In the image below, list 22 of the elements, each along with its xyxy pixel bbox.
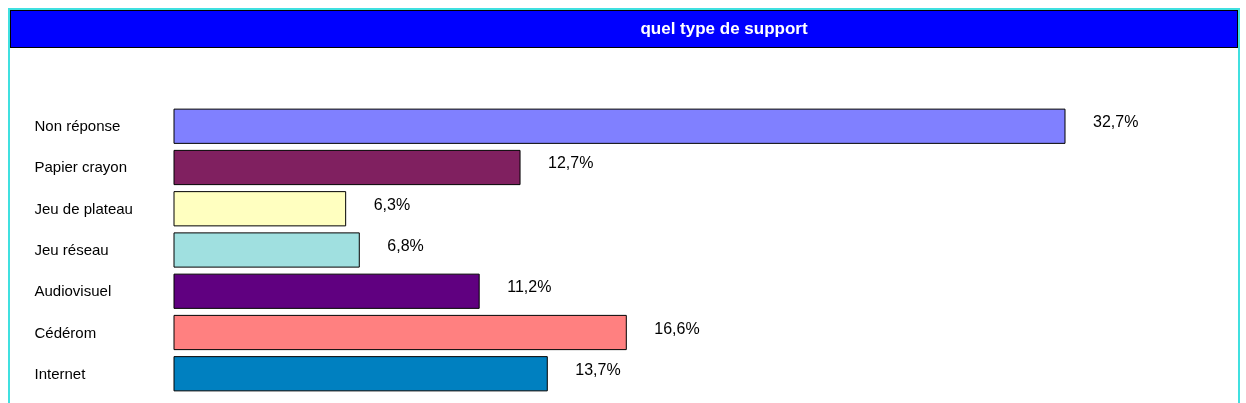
y-tick-label: Non réponse [34,117,121,135]
bar [173,273,480,309]
y-tick-label: Internet [34,364,87,382]
bar [173,108,1066,144]
data-label: 12,7% [548,154,594,172]
data-label: 6,3% [373,195,411,213]
data-label: 11,2% [507,278,552,296]
y-tick-label: Jeu de plateau [34,199,133,217]
y-tick-label: Audiovisuel [34,282,112,300]
bar [173,191,347,227]
y-tick-label: Jeu réseau [34,241,109,258]
bar [173,314,627,351]
data-label: 32,7% [1093,113,1139,131]
y-tick-label: Cédérom [34,323,97,341]
bar [173,356,548,392]
y-tick-label: Papier crayon [34,158,128,176]
data-label: 16,6% [654,319,700,337]
chart-title: quel type de support [10,10,1238,48]
bar [173,149,521,186]
bar [173,232,360,268]
data-label: 13,7% [575,360,621,378]
data-label: 6,8% [387,237,424,254]
